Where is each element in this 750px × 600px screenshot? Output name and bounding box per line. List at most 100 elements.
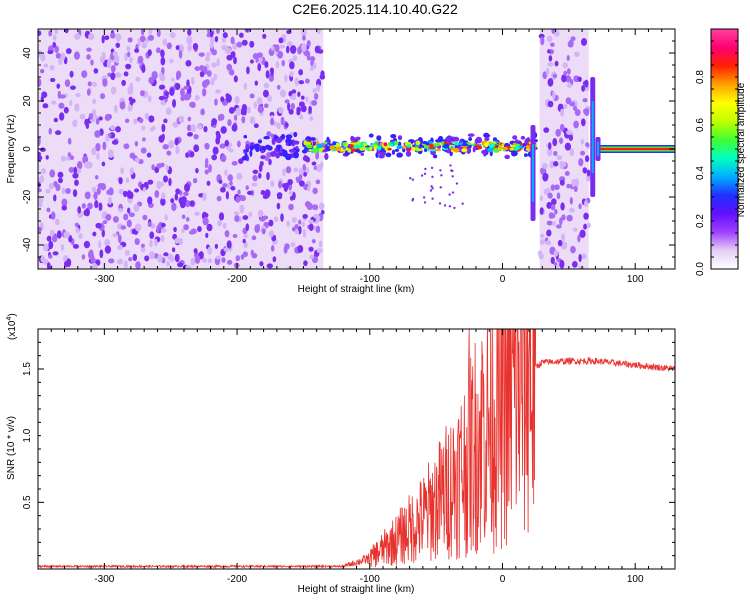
- noise-speckle: [144, 255, 150, 262]
- track-core: [435, 143, 440, 146]
- track-core: [304, 141, 312, 145]
- noise-speckle: [559, 259, 565, 269]
- noise-speckle: [236, 140, 241, 148]
- noise-speckle: [232, 233, 238, 238]
- noise-speckle: [168, 177, 172, 187]
- noise-speckle: [129, 152, 136, 159]
- noise-speckle: [256, 52, 263, 58]
- track-blob: [514, 139, 519, 144]
- noise-speckle: [114, 104, 118, 114]
- noise-speckle: [86, 88, 91, 96]
- noise-speckle: [194, 94, 200, 101]
- noise-speckle: [38, 188, 42, 193]
- track-blob: [483, 132, 490, 138]
- noise-speckle: [69, 155, 75, 161]
- noise-speckle: [276, 122, 281, 130]
- noise-speckle: [54, 45, 59, 54]
- noise-speckle: [125, 177, 130, 183]
- noise-speckle: [160, 197, 166, 206]
- noise-speckle: [547, 78, 554, 87]
- noise-speckle: [308, 223, 314, 232]
- noise-speckle: [581, 253, 587, 260]
- noise-speckle: [216, 195, 222, 202]
- track-core: [362, 146, 366, 151]
- noise-speckle: [148, 76, 155, 84]
- noise-speckle: [192, 42, 199, 51]
- noise-speckle: [171, 247, 176, 253]
- noise-speckle: [38, 30, 42, 36]
- noise-speckle: [61, 187, 66, 195]
- noise-speckle: [283, 184, 289, 192]
- noise-speckle: [278, 37, 284, 44]
- noise-speckle: [270, 117, 275, 126]
- noise-speckle: [573, 51, 580, 57]
- track-blob: [394, 148, 400, 152]
- noise-speckle: [68, 166, 75, 173]
- noise-speckle: [99, 55, 105, 64]
- noise-speckle: [233, 56, 237, 65]
- noise-speckle: [46, 235, 52, 242]
- colorbar-frame: [710, 28, 739, 270]
- noise-speckle: [578, 265, 585, 269]
- chart-title: C2E6.2025.114.10.40.G22: [292, 1, 458, 17]
- noise-speckle: [105, 213, 112, 221]
- x-tick-label: -200: [227, 574, 247, 585]
- noise-speckle: [175, 45, 180, 51]
- noise-speckle: [102, 220, 108, 225]
- track-blob: [376, 135, 382, 141]
- noise-speckle: [302, 213, 308, 219]
- track-blob: [360, 152, 365, 156]
- noise-speckle: [39, 175, 45, 183]
- noise-speckle: [154, 238, 158, 247]
- track-streak: [411, 197, 415, 201]
- snr-panel: -300 -200 -100 0 100 0.5 1.0 1.5 Height of str…: [6, 313, 676, 595]
- noise-speckle: [294, 77, 299, 87]
- noise-speckle: [42, 103, 49, 109]
- noise-speckle: [58, 102, 65, 109]
- noise-speckle: [127, 37, 133, 43]
- track-streak: [431, 187, 434, 190]
- noise-speckle: [86, 54, 91, 60]
- noise-speckle: [81, 254, 86, 260]
- noise-speckle: [563, 70, 568, 76]
- noise-speckle: [200, 108, 205, 116]
- noise-speckle: [562, 62, 568, 69]
- noise-speckle: [574, 109, 581, 116]
- noise-speckle: [169, 32, 176, 39]
- noise-speckle: [83, 209, 88, 216]
- noise-speckle: [166, 150, 172, 156]
- noise-speckle: [236, 41, 243, 48]
- noise-speckle: [263, 82, 270, 89]
- noise-speckle: [218, 179, 223, 184]
- noise-speckle: [580, 150, 586, 156]
- track-blob: [468, 136, 473, 142]
- noise-speckle: [218, 212, 225, 221]
- noise-speckle: [178, 50, 183, 59]
- noise-speckle: [578, 253, 582, 263]
- noise-speckle: [280, 213, 284, 222]
- noise-speckle: [566, 68, 571, 75]
- noise-speckle: [302, 228, 307, 238]
- noise-speckle: [300, 95, 305, 100]
- track-blob: [324, 153, 329, 161]
- noise-speckle: [211, 62, 217, 68]
- track-core: [429, 146, 436, 150]
- noise-speckle: [240, 108, 246, 116]
- track-core: [450, 147, 456, 151]
- y-tick-label: 40: [22, 47, 33, 59]
- noise-speckle: [286, 220, 290, 227]
- noise-speckle: [40, 255, 45, 263]
- noise-speckle: [551, 29, 556, 35]
- x-tick-label: -300: [94, 274, 114, 285]
- noise-speckle: [190, 124, 196, 133]
- noise-speckle: [305, 78, 310, 84]
- noise-speckle: [134, 48, 140, 53]
- noise-speckle: [183, 191, 189, 197]
- noise-speckle: [76, 160, 83, 170]
- noise-speckle: [243, 241, 248, 249]
- noise-speckle: [245, 185, 249, 191]
- noise-speckle: [220, 186, 226, 193]
- noise-speckle: [55, 183, 61, 192]
- noise-speckle: [72, 189, 78, 198]
- noise-speckle: [63, 231, 70, 239]
